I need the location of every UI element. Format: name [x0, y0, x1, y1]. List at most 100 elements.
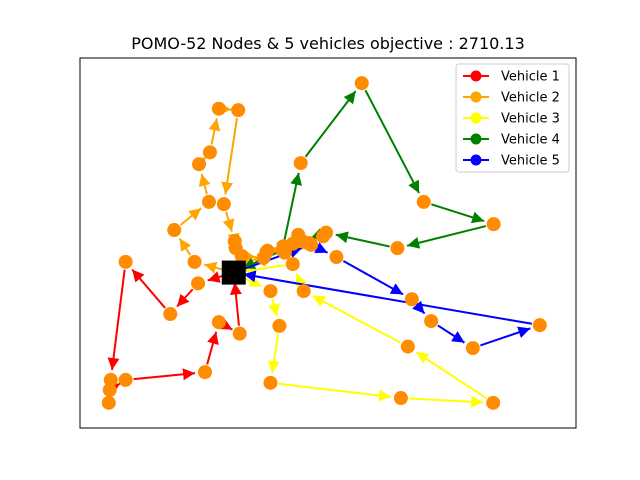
route-2-segment [208, 118, 221, 145]
route-3-segment [278, 382, 392, 402]
route-5-segment [314, 242, 329, 254]
legend-marker [470, 112, 482, 124]
legend-box [455, 63, 570, 173]
customer-node [532, 318, 547, 333]
legend-label: Vehicle 1 [501, 70, 560, 85]
customer-node [234, 248, 249, 263]
customer-node [296, 284, 311, 299]
customer-node [486, 395, 501, 410]
plot-frame [79, 57, 577, 429]
customer-node [285, 257, 300, 272]
customer-node [304, 237, 319, 252]
customer-node [400, 339, 415, 354]
customer-node [102, 382, 117, 397]
depot-marker [221, 260, 246, 285]
route-1-segment [219, 318, 233, 331]
route-1-segment [229, 282, 242, 326]
customer-node [231, 103, 246, 118]
customer-node [187, 254, 202, 269]
route-4-segment [335, 231, 390, 248]
customer-node [486, 217, 501, 232]
route-3-segment [243, 263, 286, 276]
route-4-segment [364, 89, 420, 194]
customer-node [163, 307, 178, 322]
chart-title: POMO-52 Nodes & 5 vehicles objective : 2… [131, 34, 525, 53]
legend-label: Vehicle 4 [501, 133, 560, 148]
route-2-segment [198, 173, 211, 195]
customer-node [275, 243, 290, 258]
legend-marker [470, 70, 482, 82]
legend-label: Vehicle 5 [501, 154, 560, 169]
customer-node [197, 365, 212, 380]
legend-label: Vehicle 2 [501, 91, 560, 106]
route-2-segment [178, 237, 192, 256]
customer-node [191, 276, 206, 291]
customer-node [202, 145, 217, 160]
route-5-segment [480, 326, 531, 347]
legend-entry-3: Vehicle 3 [463, 112, 560, 127]
customer-node [319, 225, 334, 240]
route-3-segment [268, 298, 280, 317]
customer-node [216, 197, 231, 212]
route-1-segment [133, 368, 196, 381]
legend-marker [470, 133, 482, 145]
legend-entry-5: Vehicle 5 [463, 154, 560, 169]
routes-layer [102, 89, 533, 408]
customer-node [211, 101, 226, 116]
route-3-segment [408, 395, 484, 408]
route-4-segment [406, 225, 487, 249]
customer-node [393, 391, 408, 406]
customer-node [232, 326, 247, 341]
legend-entry-1: Vehicle 1 [463, 70, 560, 85]
route-2-segment [221, 117, 239, 195]
customer-node [118, 372, 133, 387]
route-1-segment [176, 288, 194, 308]
customer-node [118, 254, 133, 269]
route-5-segment [243, 270, 533, 325]
route-1-segment [206, 331, 219, 365]
customer-node [259, 244, 274, 259]
route-3-segment [312, 294, 402, 344]
route-4-segment [431, 203, 485, 224]
customer-node [416, 194, 431, 209]
route-3-segment [295, 272, 307, 287]
legend: Vehicle 1 Vehicle 2 Vehicle 3 Vehicle 4 Vehi… [455, 63, 570, 173]
customer-node [192, 157, 207, 172]
depot-layer [221, 260, 246, 285]
route-3-segment [415, 351, 488, 400]
legend-entry-4: Vehicle 4 [463, 133, 560, 148]
route-1-segment [131, 268, 166, 309]
route-3-segment [267, 333, 280, 374]
route-2-segment [179, 207, 202, 226]
customer-node [263, 284, 278, 299]
customer-node [404, 292, 419, 307]
customer-node [390, 241, 405, 256]
customer-node [101, 395, 116, 410]
route-5-segment [412, 300, 426, 315]
customer-node [424, 314, 439, 329]
customer-node [201, 194, 216, 209]
customer-node [272, 318, 287, 333]
route-3 [240, 263, 488, 408]
route-2-segment [243, 250, 256, 263]
legend-marker [470, 154, 482, 166]
nodes-layer [101, 76, 547, 410]
customer-node [263, 375, 278, 390]
customer-node [293, 156, 308, 171]
route-5-segment [342, 260, 404, 296]
customer-node [167, 223, 182, 238]
route-2-segment [222, 211, 235, 232]
customer-node [354, 76, 369, 91]
customer-node [211, 315, 226, 330]
legend-label: Vehicle 3 [501, 112, 560, 127]
route-4-segment [304, 90, 357, 158]
customer-node [329, 250, 344, 265]
route-5 [240, 242, 533, 347]
route-5-segment [437, 324, 465, 344]
route-4 [240, 89, 487, 271]
customer-node [465, 341, 480, 356]
route-1-segment [107, 269, 126, 371]
legend-entry-2: Vehicle 2 [463, 91, 560, 106]
route-4-segment [283, 172, 303, 243]
